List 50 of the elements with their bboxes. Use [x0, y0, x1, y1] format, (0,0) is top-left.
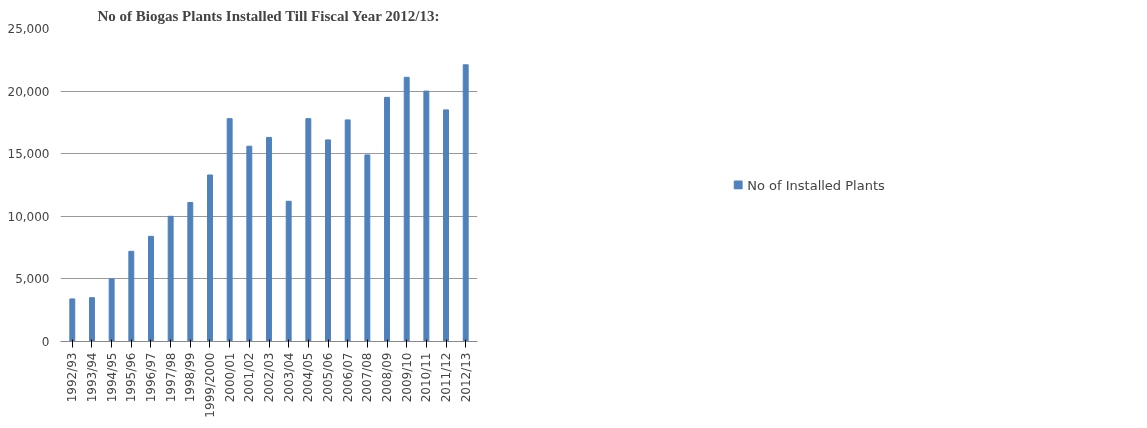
bar	[89, 297, 95, 342]
bar	[226, 118, 233, 342]
y-tick-label: 20,000	[7, 84, 50, 99]
x-tick-label: 1998/99	[183, 352, 198, 403]
x-tick-label: 1999/2000	[202, 352, 217, 418]
bar	[187, 202, 194, 342]
y-tick-label: 0	[41, 335, 50, 349]
bar	[443, 109, 449, 342]
bar	[403, 76, 410, 342]
bar	[325, 139, 331, 342]
x-tick-label: 2011/12	[439, 352, 454, 403]
x-tick-label: 2009/10	[399, 352, 414, 403]
bar	[285, 200, 292, 342]
bar	[305, 118, 312, 342]
x-tick-label: 2008/09	[380, 352, 395, 403]
x-tick-label: 1995/96	[124, 352, 139, 403]
x-tick-label: 2005/06	[321, 352, 336, 403]
x-tick-label: 2003/04	[281, 352, 296, 403]
bar	[344, 119, 351, 342]
x-tick-label: 2010/11	[419, 352, 434, 403]
x-tick-label: 2001/02	[242, 352, 257, 403]
x-tick-label: 2000/01	[222, 352, 237, 403]
bar	[246, 145, 253, 342]
x-tick-label: 2012/13	[458, 352, 473, 403]
bar	[462, 64, 469, 342]
x-tick-label: 1996/97	[143, 352, 158, 403]
x-tick-label: 1992/93	[65, 352, 80, 403]
bar	[128, 250, 135, 342]
bar	[108, 278, 115, 342]
bar	[69, 298, 76, 342]
bar	[207, 174, 213, 342]
bar	[167, 215, 174, 342]
x-tick-label: 2002/03	[262, 352, 276, 403]
y-tick-label: 15,000	[7, 147, 50, 162]
y-tick-label: 5,000	[15, 272, 50, 287]
bar	[148, 235, 154, 342]
legend-label: No of Installed Plants	[747, 177, 885, 192]
x-tick-label: 1994/95	[104, 352, 119, 403]
bar	[266, 136, 272, 342]
x-tick-label: 2006/07	[340, 352, 355, 403]
bar	[364, 154, 371, 342]
y-tick-label: 10,000	[7, 209, 50, 224]
chart-title: No of Biogas Plants Installed Till Fiscal Year 2012/13:	[97, 7, 440, 24]
x-tick-label: 2007/08	[360, 352, 375, 403]
y-tick-label: 25,000	[7, 22, 50, 36]
x-tick-label: 1997/98	[163, 352, 178, 403]
x-tick-label: 1993/94	[84, 352, 99, 403]
bar	[384, 96, 390, 342]
x-tick-label: 2004/05	[301, 352, 316, 403]
bar	[423, 90, 430, 342]
